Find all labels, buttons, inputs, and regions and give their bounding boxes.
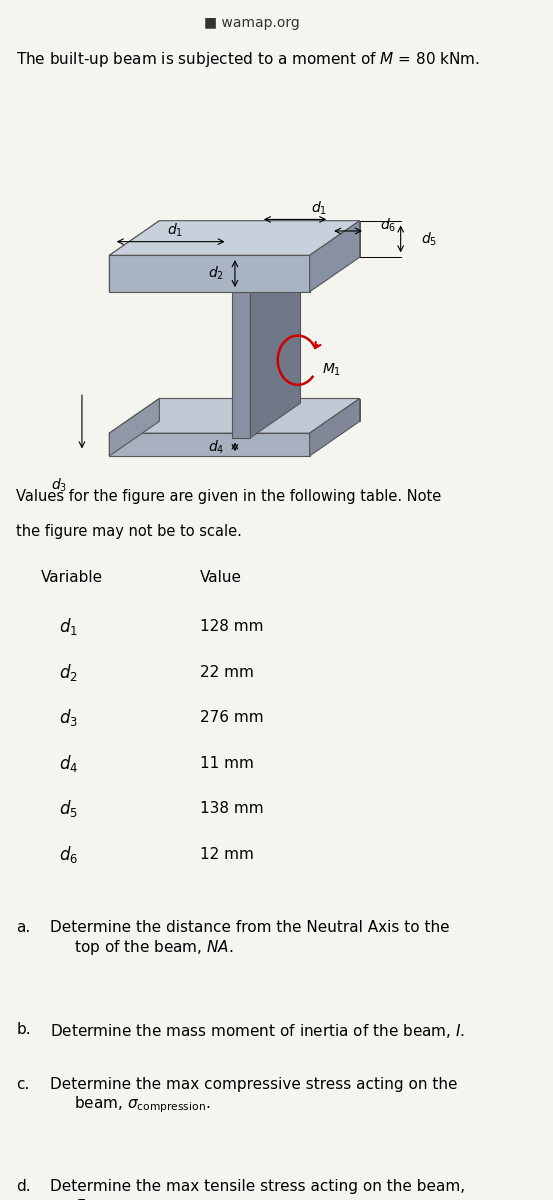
Text: $d_6$: $d_6$ (380, 217, 397, 234)
Text: $d_1$: $d_1$ (167, 221, 183, 239)
Text: a.: a. (17, 920, 30, 935)
Text: $d_4$: $d_4$ (59, 752, 79, 774)
Text: $d_3$: $d_3$ (59, 707, 78, 728)
Polygon shape (109, 256, 310, 292)
Polygon shape (232, 292, 251, 438)
Text: Determine the max compressive stress acting on the
     beam, $\sigma_{\mathrm{c: Determine the max compressive stress act… (50, 1076, 457, 1115)
Text: $M_1$: $M_1$ (322, 361, 342, 378)
Text: $d_1$: $d_1$ (59, 616, 78, 637)
Text: the figure may not be to scale.: the figure may not be to scale. (17, 524, 242, 539)
Polygon shape (310, 398, 359, 456)
Polygon shape (159, 398, 359, 421)
Text: The built-up beam is subjected to a moment of $M$ = 80 kNm.: The built-up beam is subjected to a mome… (17, 49, 481, 68)
Text: b.: b. (17, 1022, 31, 1037)
Text: $d_2$: $d_2$ (208, 265, 224, 282)
Text: d.: d. (17, 1180, 31, 1194)
Text: $d_5$: $d_5$ (59, 798, 78, 820)
Text: c.: c. (17, 1076, 30, 1092)
Text: 276 mm: 276 mm (200, 710, 264, 725)
Text: Value: Value (200, 570, 242, 584)
Polygon shape (109, 221, 159, 292)
Text: $d_1$: $d_1$ (311, 199, 327, 217)
Text: 11 mm: 11 mm (200, 756, 254, 770)
Text: Determine the max tensile stress acting on the beam,
     $\sigma_{\mathrm{tensi: Determine the max tensile stress acting … (50, 1180, 465, 1200)
Polygon shape (109, 398, 359, 433)
Text: 22 mm: 22 mm (200, 665, 254, 679)
Text: 128 mm: 128 mm (200, 619, 264, 634)
Text: Values for the figure are given in the following table. Note: Values for the figure are given in the f… (17, 490, 442, 504)
Polygon shape (251, 257, 300, 438)
Polygon shape (109, 221, 359, 256)
Text: $d_5$: $d_5$ (421, 230, 437, 247)
Text: 138 mm: 138 mm (200, 802, 264, 816)
Polygon shape (282, 257, 300, 403)
Text: 12 mm: 12 mm (200, 847, 254, 862)
Polygon shape (109, 398, 159, 456)
Text: ■ wamap.org: ■ wamap.org (204, 16, 300, 30)
Text: Determine the distance from the Neutral Axis to the
     top of the beam, $NA$.: Determine the distance from the Neutral … (50, 920, 450, 956)
Polygon shape (310, 221, 359, 292)
Text: Determine the mass moment of inertia of the beam, $I$.: Determine the mass moment of inertia of … (50, 1022, 465, 1040)
Text: $d_4$: $d_4$ (207, 438, 224, 456)
Polygon shape (109, 433, 310, 456)
Text: Variable: Variable (41, 570, 103, 584)
Text: $d_3$: $d_3$ (51, 476, 67, 494)
Polygon shape (159, 221, 359, 257)
Text: $d_2$: $d_2$ (59, 661, 78, 683)
Text: $d_6$: $d_6$ (59, 844, 79, 865)
